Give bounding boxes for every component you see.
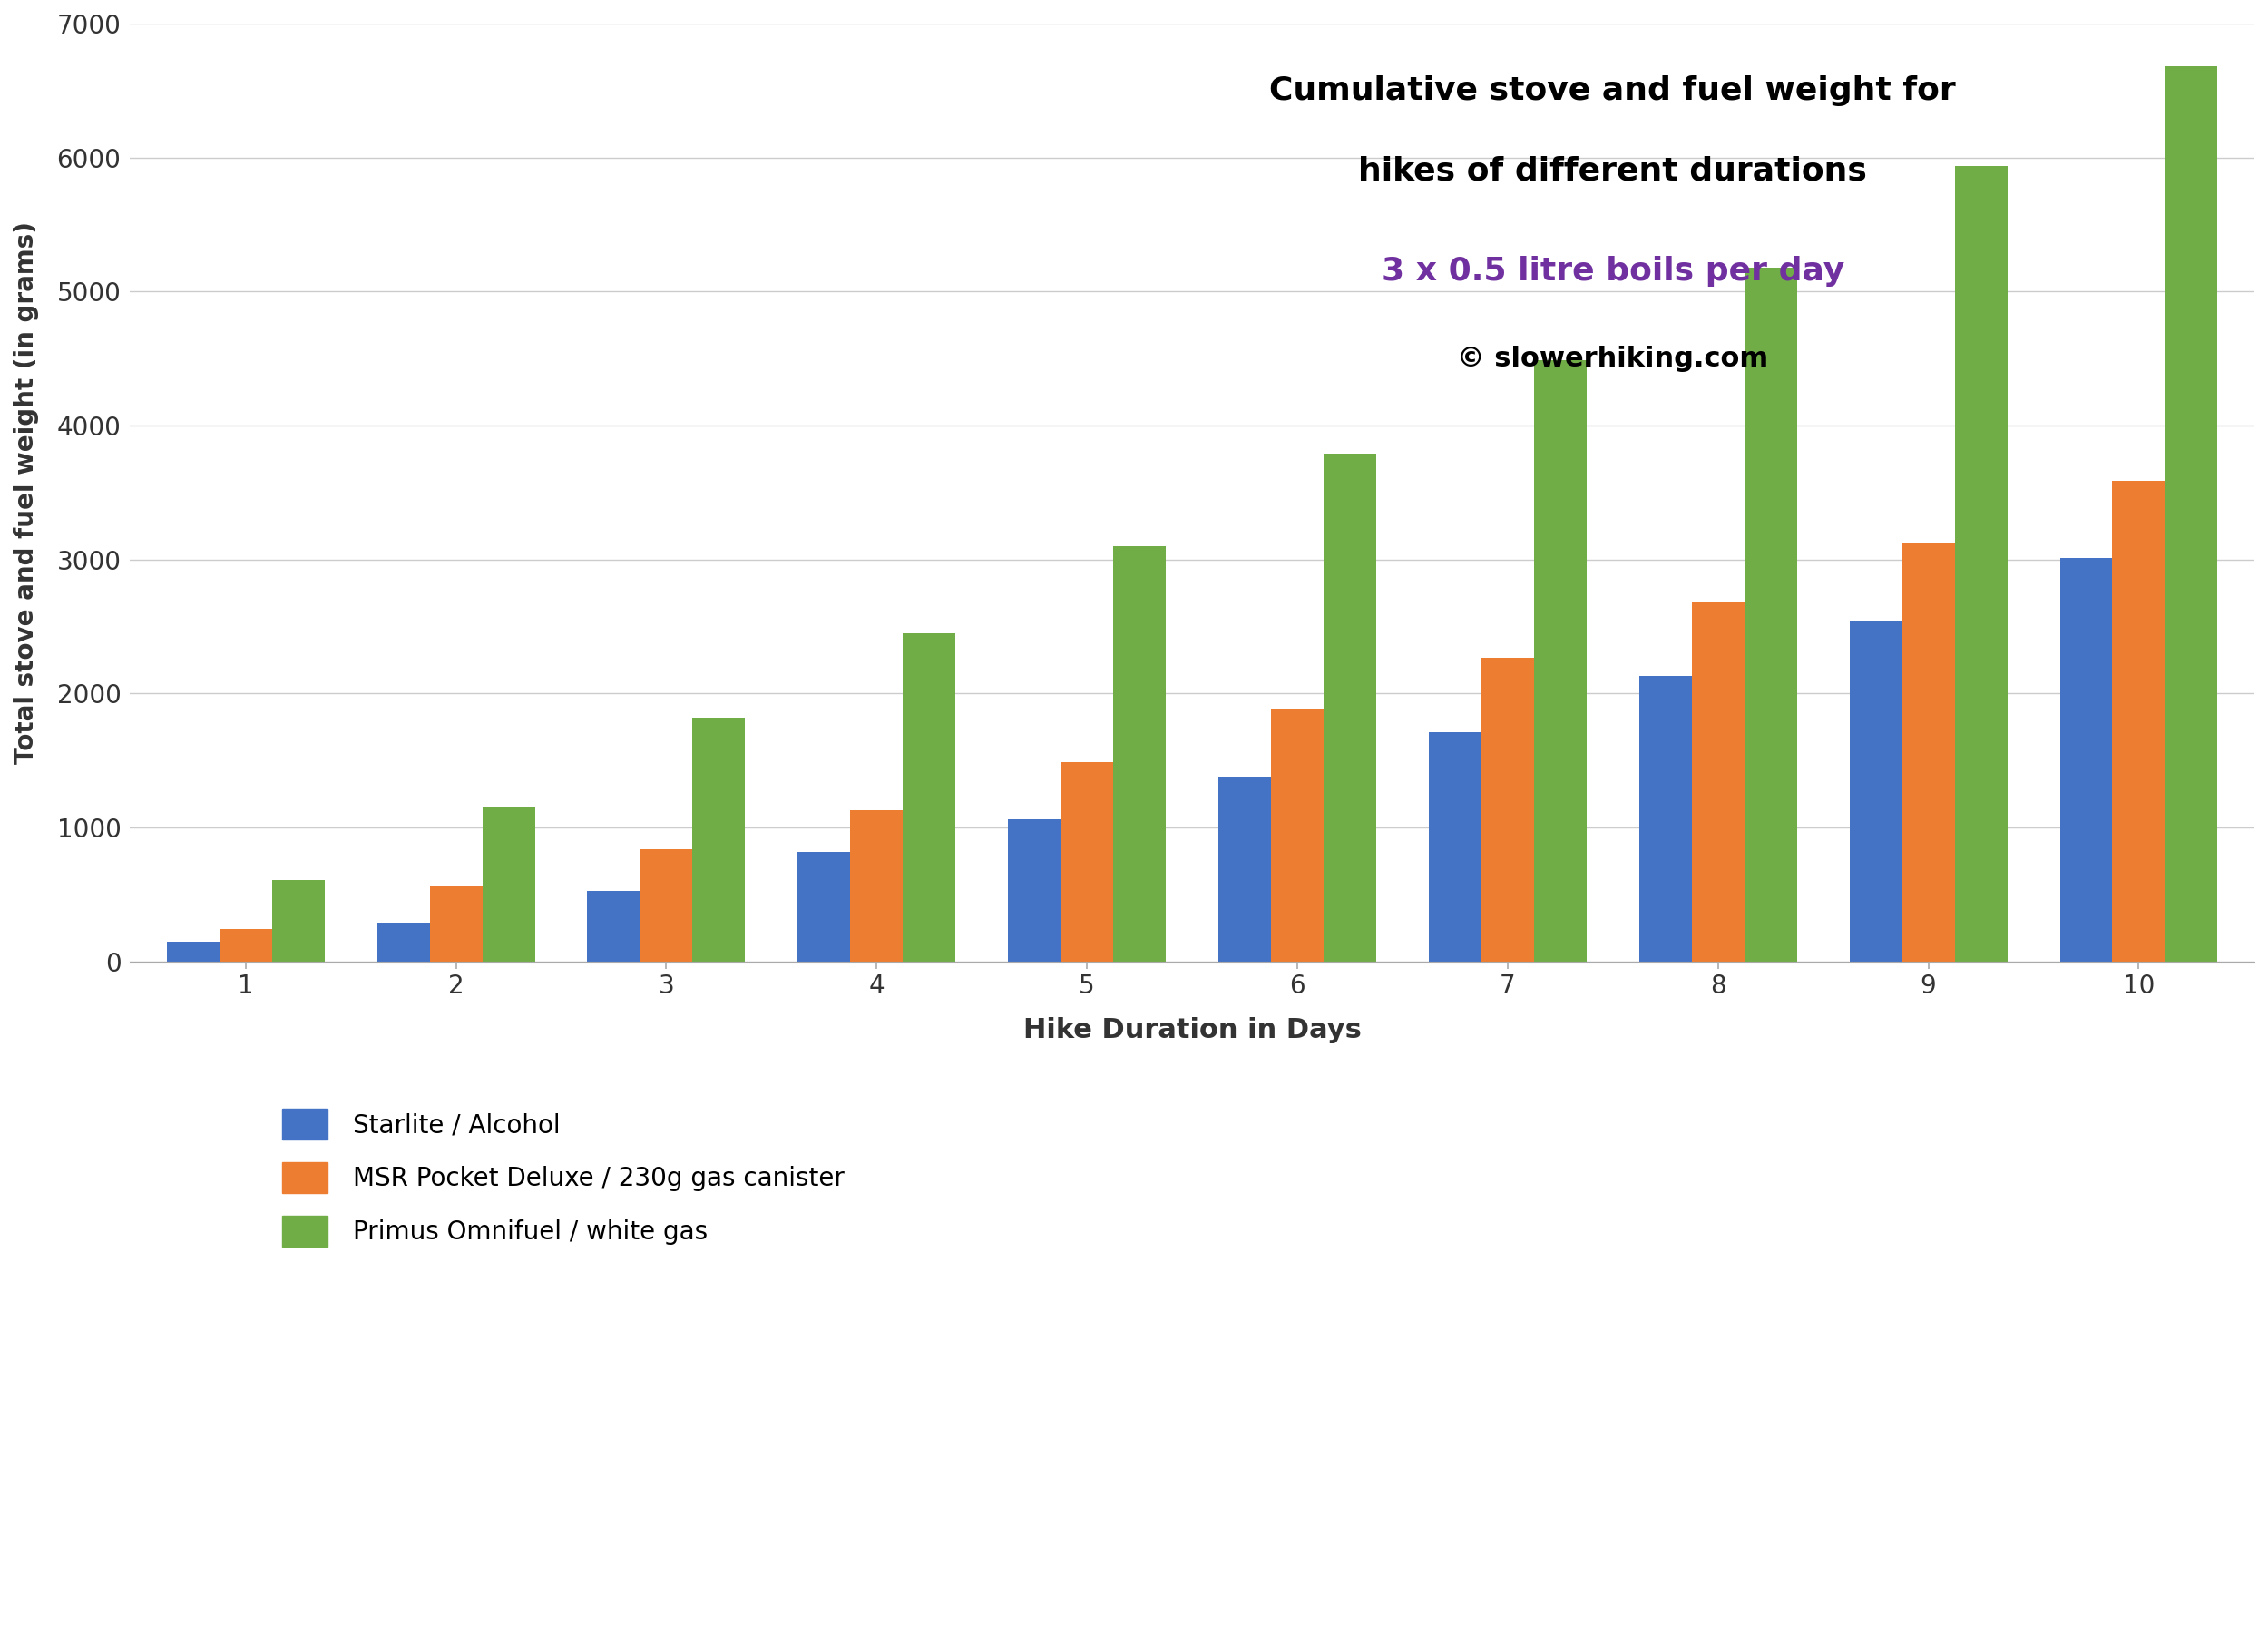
Bar: [2166, 66, 2218, 962]
Bar: [1061, 761, 1114, 962]
Bar: [429, 886, 483, 962]
Bar: [2112, 480, 2166, 962]
Bar: [798, 852, 850, 962]
Bar: [1325, 454, 1377, 962]
Bar: [1692, 602, 1744, 962]
Text: hikes of different durations: hikes of different durations: [1359, 156, 1867, 186]
Bar: [1481, 658, 1533, 962]
Bar: [1744, 268, 1796, 962]
Bar: [272, 880, 324, 962]
Bar: [1429, 733, 1481, 962]
Text: 3 x 0.5 litre boils per day: 3 x 0.5 litre boils per day: [1381, 256, 1844, 288]
Bar: [376, 922, 429, 962]
Bar: [1007, 820, 1061, 962]
Bar: [2059, 559, 2112, 962]
Bar: [1848, 621, 1903, 962]
X-axis label: Hike Duration in Days: Hike Duration in Days: [1023, 1016, 1361, 1042]
Bar: [692, 718, 746, 962]
Bar: [1903, 544, 1955, 962]
Bar: [640, 848, 692, 962]
Text: © slowerhiking.com: © slowerhiking.com: [1458, 345, 1769, 372]
Bar: [850, 810, 903, 962]
Bar: [1270, 710, 1325, 962]
Bar: [1533, 360, 1588, 962]
Bar: [1218, 776, 1270, 962]
Bar: [483, 806, 535, 962]
Bar: [220, 929, 272, 962]
Bar: [166, 942, 220, 962]
Bar: [903, 633, 955, 962]
Bar: [587, 891, 640, 962]
Bar: [1114, 546, 1166, 962]
Text: Cumulative stove and fuel weight for: Cumulative stove and fuel weight for: [1270, 76, 1955, 105]
Legend: Starlite / Alcohol, MSR Pocket Deluxe / 230g gas canister, Primus Omnifuel / whi: Starlite / Alcohol, MSR Pocket Deluxe / …: [270, 1097, 857, 1259]
Bar: [1955, 166, 2007, 962]
Bar: [1640, 676, 1692, 962]
Y-axis label: Total stove and fuel weight (in grams): Total stove and fuel weight (in grams): [14, 222, 39, 764]
